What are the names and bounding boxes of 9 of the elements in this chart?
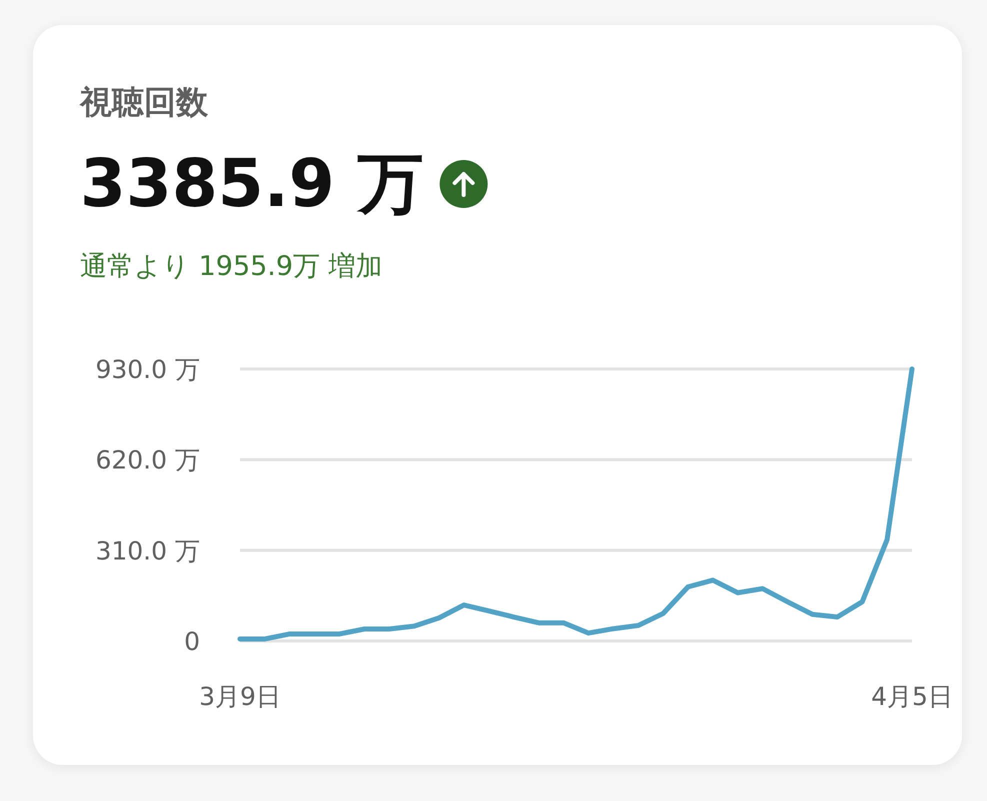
y-tick-label: 620.0 万 — [95, 446, 200, 475]
y-tick-label: 930.0 万 — [95, 355, 200, 384]
y-tick-label: 310.0 万 — [95, 536, 200, 566]
text: 通常より 1955.9万 増加 — [80, 251, 383, 282]
x-tick-label: 3月9日 — [199, 682, 281, 711]
y-tick-label: 0 — [184, 627, 200, 656]
chart-title: 視聴回数 — [79, 83, 209, 121]
text: 3385.9 万 — [80, 145, 424, 222]
x-tick-label: 4月5日 — [871, 682, 953, 711]
